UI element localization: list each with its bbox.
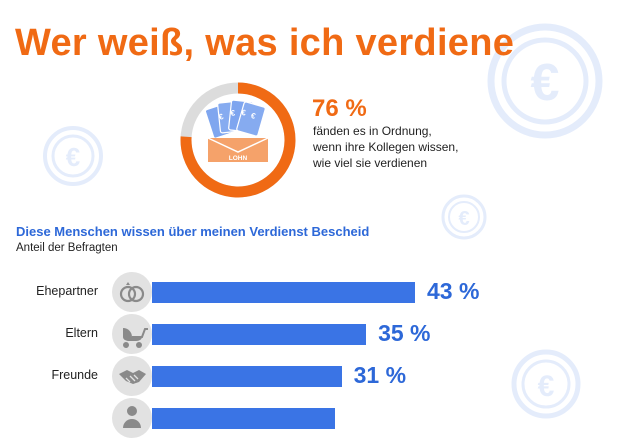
bar-label: Eltern [65, 326, 98, 340]
envelope-label: LOHN [229, 155, 248, 162]
svg-text:€: € [538, 370, 555, 403]
bar [152, 408, 336, 429]
page-title: Wer weiß, was ich verdiene [15, 22, 515, 64]
svg-text:€: € [66, 142, 80, 172]
highlight-description: fänden es in Ordnung, wenn ihre Kollegen… [313, 123, 483, 171]
chart-subtitle: Anteil der Befragten [16, 242, 118, 254]
bar [152, 366, 342, 387]
bar [152, 324, 367, 345]
donut-arc [180, 82, 296, 198]
euro-coin-large-icon: € [487, 23, 603, 139]
rings-icon [112, 272, 152, 312]
pay-envelope-icon: € € € € LOHN [204, 99, 269, 162]
handshake-icon [112, 356, 152, 396]
svg-text:€: € [218, 112, 226, 122]
bar-value-label: 43 % [427, 278, 480, 304]
highlight-line-1: fänden es in Ordnung, [313, 124, 432, 138]
svg-text:€: € [230, 108, 236, 117]
highlight-percent: 76 % [312, 95, 367, 122]
stroller-icon [112, 314, 152, 354]
bar-value-label: 35 % [378, 320, 431, 346]
svg-text:€: € [241, 108, 247, 117]
bar-value-label: 31 % [353, 362, 407, 388]
highlight-line-2: wenn ihre Kollegen wissen, [313, 140, 459, 154]
euro-coin-bottom-icon: € [511, 349, 581, 419]
euro-coin-left-icon: € [43, 126, 103, 186]
chart-title: Diese Menschen wissen über meinen Verdie… [16, 224, 370, 239]
bar-label: Ehepartner [36, 284, 98, 298]
person-icon [112, 398, 152, 438]
euro-coin-small-icon: € [441, 194, 487, 240]
svg-text:€: € [458, 208, 469, 230]
bar [152, 282, 415, 303]
bar-label: Freunde [51, 368, 98, 382]
svg-text:€: € [250, 111, 257, 121]
svg-text:€: € [531, 54, 560, 112]
highlight-line-3: wie viel sie verdienen [313, 156, 428, 170]
percent-donut: € € € € LOHN [180, 82, 296, 198]
